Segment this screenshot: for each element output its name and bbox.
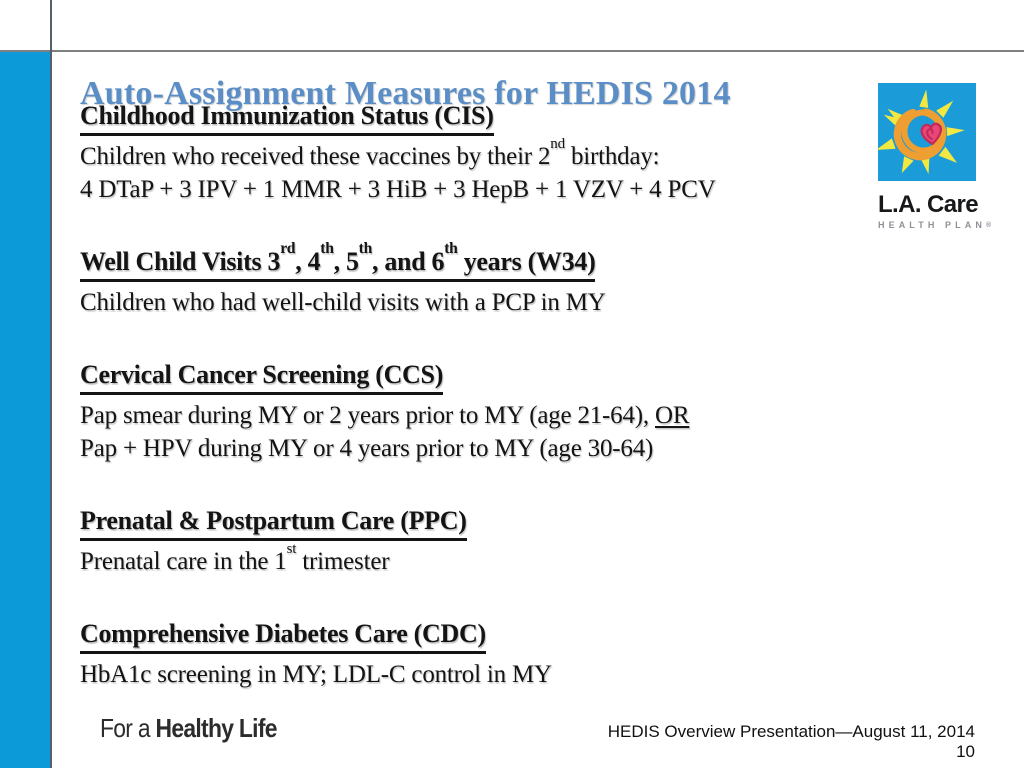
measure-detail-line: Pap smear during MY or 2 years prior to … xyxy=(80,402,690,429)
section-cis: Childhood Immunization Status (CIS) Chil… xyxy=(80,100,880,206)
tagline-logo: For a Healthy Life xyxy=(100,713,277,743)
measure-list: Childhood Immunization Status (CIS) Chil… xyxy=(80,100,880,731)
logo-subtext-label: HEALTH PLAN xyxy=(878,220,986,230)
logo-subtext: HEALTH PLAN® xyxy=(878,220,991,230)
measure-heading: Well Child Visits 3rd, 4th, 5th, and 6th… xyxy=(80,241,596,282)
section-cdc: Comprehensive Diabetes Care (CDC) HbA1c … xyxy=(80,618,880,691)
measure-heading: Prenatal & Postpartum Care (PPC) xyxy=(80,505,467,541)
section-w34: Well Child Visits 3rd, 4th, 5th, and 6th… xyxy=(80,241,880,319)
left-divider-line xyxy=(50,0,52,768)
logo-wordmark: L.A. Care xyxy=(878,191,979,218)
measure-heading: Comprehensive Diabetes Care (CDC) xyxy=(80,618,486,654)
top-divider-line xyxy=(0,50,1024,52)
section-ccs: Cervical Cancer Screening (CCS) Pap smea… xyxy=(80,359,880,465)
slide-title: Auto-Assignment Measures for HEDIS 2014 xyxy=(80,74,731,112)
section-ppc: Prenatal & Postpartum Care (PPC) Prenata… xyxy=(80,505,880,578)
measure-detail-line: Pap + HPV during MY or 4 years prior to … xyxy=(80,435,654,462)
tagline-prefix: For a xyxy=(100,713,156,743)
footer: HEDIS Overview Presentation—August 11, 2… xyxy=(608,722,975,762)
la-care-logo: L.A. Care HEALTH PLAN® xyxy=(875,83,991,230)
sun-heart-icon xyxy=(875,83,976,181)
measure-detail-line: 4 DTaP + 3 IPV + 1 MMR + 3 HiB + 3 HepB … xyxy=(80,176,716,203)
measure-heading: Cervical Cancer Screening (CCS) xyxy=(80,359,443,395)
left-accent-bar xyxy=(0,52,50,768)
measure-detail-line: Children who received these vaccines by … xyxy=(80,135,660,170)
measure-detail-line: HbA1c screening in MY; LDL-C control in … xyxy=(80,661,552,688)
measure-heading: Childhood Immunization Status (CIS) xyxy=(80,100,494,136)
tagline-emphasis: Healthy Life xyxy=(155,713,278,743)
footer-note: HEDIS Overview Presentation—August 11, 2… xyxy=(607,722,975,741)
registered-mark: ® xyxy=(985,222,992,229)
measure-detail-line: Prenatal care in the 1st trimester xyxy=(80,540,390,575)
page-number: 10 xyxy=(956,742,975,761)
measure-detail-line: Children who had well-child visits with … xyxy=(80,289,606,316)
